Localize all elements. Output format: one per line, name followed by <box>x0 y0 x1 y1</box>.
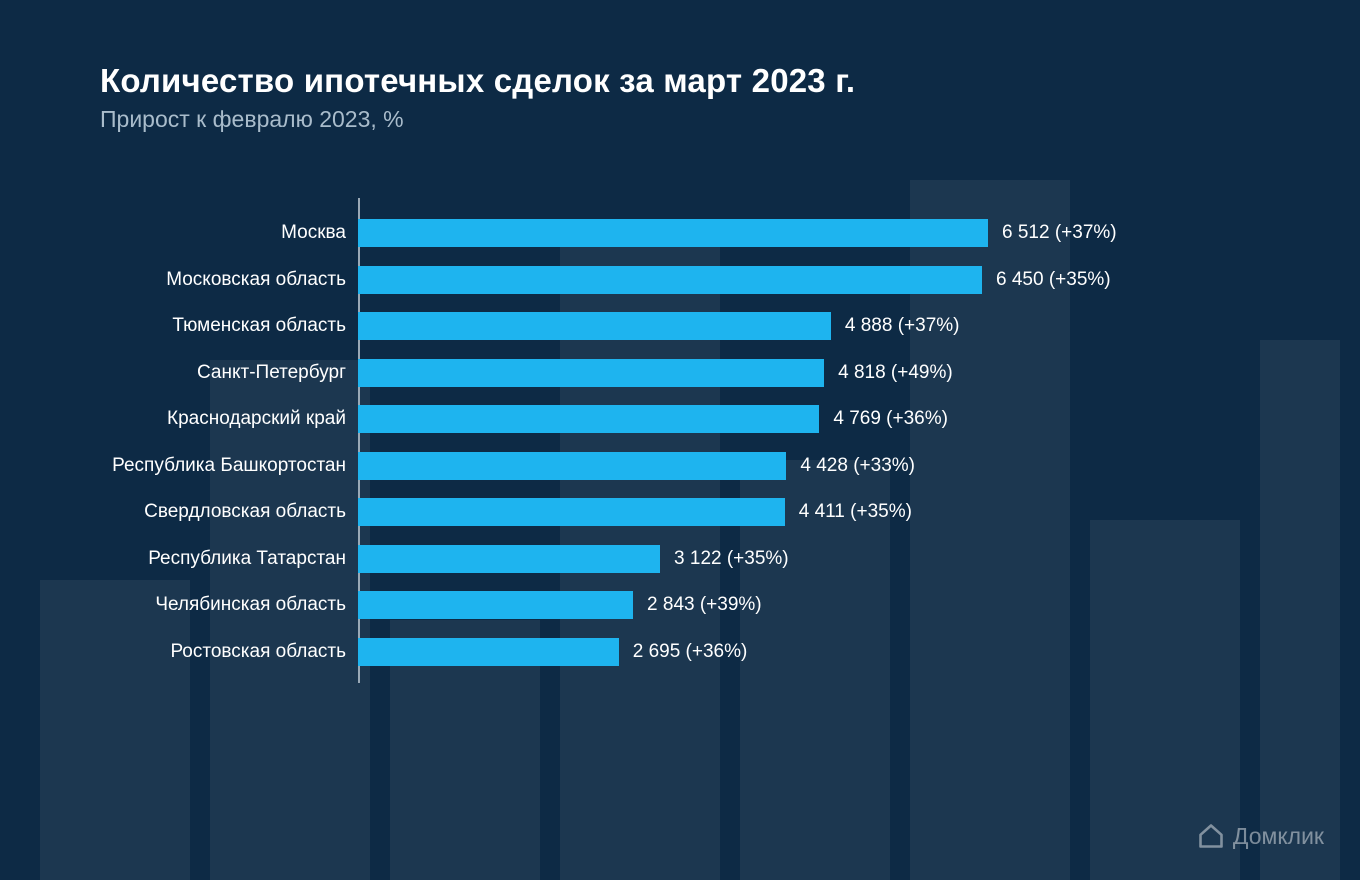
chart-subtitle: Прирост к февралю 2023, % <box>100 106 855 133</box>
value-label: 4 888 (+37%) <box>845 315 960 337</box>
category-label: Санкт-Петербург <box>100 362 358 384</box>
chart-row: Краснодарский край 4 769 (+36%) <box>100 396 1260 443</box>
value-label: 3 122 (+35%) <box>674 548 789 570</box>
value-label: 2 695 (+36%) <box>633 641 748 663</box>
chart-row: Республика Татарстан 3 122 (+35%) <box>100 536 1260 583</box>
chart-row: Московская область 6 450 (+35%) <box>100 257 1260 304</box>
category-label: Тюменская область <box>100 315 358 337</box>
value-label: 4 428 (+33%) <box>800 455 915 477</box>
chart-row: Санкт-Петербург 4 818 (+49%) <box>100 350 1260 397</box>
chart-row: Свердловская область 4 411 (+35%) <box>100 489 1260 536</box>
brand-logo-text: Домклик <box>1233 823 1324 850</box>
category-label: Ростовская область <box>100 641 358 663</box>
bar <box>358 638 619 666</box>
chart-row: Москва 6 512 (+37%) <box>100 210 1260 257</box>
bar-chart: Москва 6 512 (+37%) Московская область 6 45… <box>100 210 1260 675</box>
bar-wrap: 4 428 (+33%) <box>358 443 1260 490</box>
chart-row: Челябинская область 2 843 (+39%) <box>100 582 1260 629</box>
bar <box>358 498 785 526</box>
bar-wrap: 4 888 (+37%) <box>358 303 1260 350</box>
bar <box>358 359 824 387</box>
value-label: 2 843 (+39%) <box>647 594 762 616</box>
bar-wrap: 4 818 (+49%) <box>358 350 1260 397</box>
bar <box>358 266 982 294</box>
category-label: Москва <box>100 222 358 244</box>
value-label: 6 512 (+37%) <box>1002 222 1117 244</box>
chart-row: Республика Башкортостан 4 428 (+33%) <box>100 443 1260 490</box>
chart-header: Количество ипотечных сделок за март 2023… <box>100 62 855 133</box>
chart-row: Тюменская область 4 888 (+37%) <box>100 303 1260 350</box>
bar-wrap: 4 769 (+36%) <box>358 396 1260 443</box>
category-label: Московская область <box>100 269 358 291</box>
bar <box>358 312 831 340</box>
bar <box>358 545 660 573</box>
chart-title: Количество ипотечных сделок за март 2023… <box>100 62 855 100</box>
value-label: 4 769 (+36%) <box>833 408 948 430</box>
bar-wrap: 2 695 (+36%) <box>358 629 1260 676</box>
bar-wrap: 6 512 (+37%) <box>358 210 1260 257</box>
brand-logo: Домклик <box>1197 822 1324 850</box>
category-label: Республика Татарстан <box>100 548 358 570</box>
bar-wrap: 4 411 (+35%) <box>358 489 1260 536</box>
category-label: Республика Башкортостан <box>100 455 358 477</box>
value-label: 4 818 (+49%) <box>838 362 953 384</box>
category-label: Челябинская область <box>100 594 358 616</box>
category-label: Свердловская область <box>100 501 358 523</box>
category-label: Краснодарский край <box>100 408 358 430</box>
bar <box>358 591 633 619</box>
chart-row: Ростовская область 2 695 (+36%) <box>100 629 1260 676</box>
bar-wrap: 6 450 (+35%) <box>358 257 1260 304</box>
bar-wrap: 2 843 (+39%) <box>358 582 1260 629</box>
house-icon <box>1197 822 1225 850</box>
bar <box>358 405 819 433</box>
bar <box>358 452 786 480</box>
value-label: 4 411 (+35%) <box>799 501 912 523</box>
bar-wrap: 3 122 (+35%) <box>358 536 1260 583</box>
bar <box>358 219 988 247</box>
value-label: 6 450 (+35%) <box>996 269 1111 291</box>
